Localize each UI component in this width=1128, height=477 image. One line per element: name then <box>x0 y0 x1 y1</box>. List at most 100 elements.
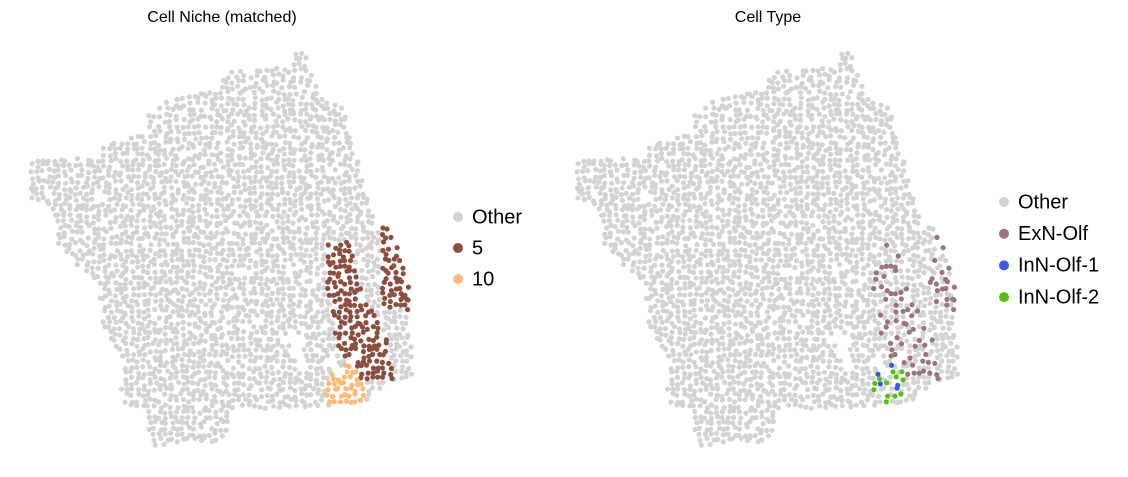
cell-dot <box>240 392 246 398</box>
cell-dot <box>668 281 674 287</box>
cell-dot <box>646 158 652 164</box>
cell-dot <box>383 340 389 346</box>
cell-dot <box>307 78 313 84</box>
cell-dot <box>288 252 294 258</box>
cell-dot <box>827 209 833 215</box>
cell-dot <box>67 212 73 218</box>
cell-dot <box>208 274 215 280</box>
cell-dot <box>866 256 872 262</box>
cell-dot <box>29 195 35 201</box>
cell-dot <box>653 196 659 203</box>
cell-dot <box>714 151 720 157</box>
cell-dot <box>124 158 130 164</box>
cell-dot <box>313 251 319 257</box>
cell-dot <box>190 239 196 245</box>
cell-dot <box>676 336 683 342</box>
cell-dot <box>815 228 821 234</box>
cell-dot <box>797 308 803 314</box>
cell-dot <box>816 82 822 89</box>
cell-dot <box>877 194 883 201</box>
cell-dot <box>338 214 344 220</box>
cell-dot <box>849 68 855 74</box>
cell-dot <box>286 403 292 409</box>
cell-dot <box>201 435 207 441</box>
cell-dot <box>651 279 657 285</box>
cell-dot <box>190 203 196 209</box>
cell-dot <box>303 267 309 273</box>
cell-dot <box>612 246 618 252</box>
cell-dot <box>91 214 97 220</box>
cell-dot <box>877 236 883 242</box>
cell-dot <box>865 245 871 251</box>
cell-dot <box>318 191 324 197</box>
cell-dot <box>179 298 185 305</box>
cell-dot <box>867 211 873 217</box>
cell-dot <box>179 218 185 224</box>
cell-dot <box>900 218 906 225</box>
cell-dot <box>158 349 164 355</box>
cell-dot <box>878 180 884 186</box>
cell-dot <box>771 89 777 95</box>
cell-dot <box>883 122 889 128</box>
cell-dot <box>699 298 705 304</box>
cell-dot <box>79 229 85 235</box>
cell-dot <box>925 285 932 291</box>
cell-dot <box>137 351 143 358</box>
cell-dot <box>162 198 168 204</box>
cell-dot <box>727 239 733 245</box>
cell-dot <box>405 297 411 303</box>
cell-dot <box>698 306 704 313</box>
cell-dot <box>342 330 349 336</box>
panel-title: Cell Niche (matched) <box>147 9 296 26</box>
cell-dot <box>128 135 134 141</box>
cell-dot <box>301 89 308 95</box>
cell-dot <box>236 380 242 386</box>
cell-dot <box>204 234 210 240</box>
cell-dot <box>163 292 169 298</box>
cell-dot <box>152 366 158 372</box>
cell-dot <box>190 392 196 398</box>
cell-dot <box>754 235 760 241</box>
cell-dot <box>252 83 258 90</box>
cell-dot <box>338 345 344 352</box>
cell-dot <box>788 275 794 281</box>
cell-dot <box>647 257 653 263</box>
cell-dot <box>142 174 148 180</box>
cell-dot <box>657 337 663 343</box>
cell-dot <box>203 218 209 224</box>
cell-dot <box>687 217 693 223</box>
cell-dot <box>139 145 145 151</box>
cell-dot <box>855 144 861 150</box>
cell-dot <box>225 119 231 125</box>
cell-dot <box>309 128 315 134</box>
cell-dot <box>173 414 179 421</box>
cell-dot <box>319 242 325 248</box>
cell-dot <box>282 348 288 354</box>
cell-dot <box>810 105 816 111</box>
cell-dot <box>139 321 145 327</box>
cell-dot <box>926 239 933 245</box>
cell-dot <box>181 239 187 245</box>
cell-dot <box>178 268 185 274</box>
cell-dot <box>134 364 140 371</box>
cell-dot <box>357 397 363 403</box>
cell-dot <box>314 241 320 247</box>
cell-dot <box>817 88 823 94</box>
cell-dot <box>135 375 141 381</box>
cell-dot <box>585 185 591 191</box>
cell-dot <box>870 138 876 145</box>
cell-dot <box>397 313 403 319</box>
cell-dot <box>876 217 882 223</box>
cell-dot <box>196 433 203 439</box>
cell-dot <box>163 231 169 237</box>
cell-dot <box>833 184 839 190</box>
cell-dot <box>772 320 778 326</box>
cell-dot <box>788 231 795 237</box>
cell-dot <box>851 334 857 340</box>
cell-dot <box>241 174 248 180</box>
cell-dot <box>816 124 822 130</box>
cell-dot <box>816 213 822 219</box>
cell-dot <box>625 256 631 262</box>
cell-dot <box>819 142 825 148</box>
cell-dot <box>759 279 765 285</box>
